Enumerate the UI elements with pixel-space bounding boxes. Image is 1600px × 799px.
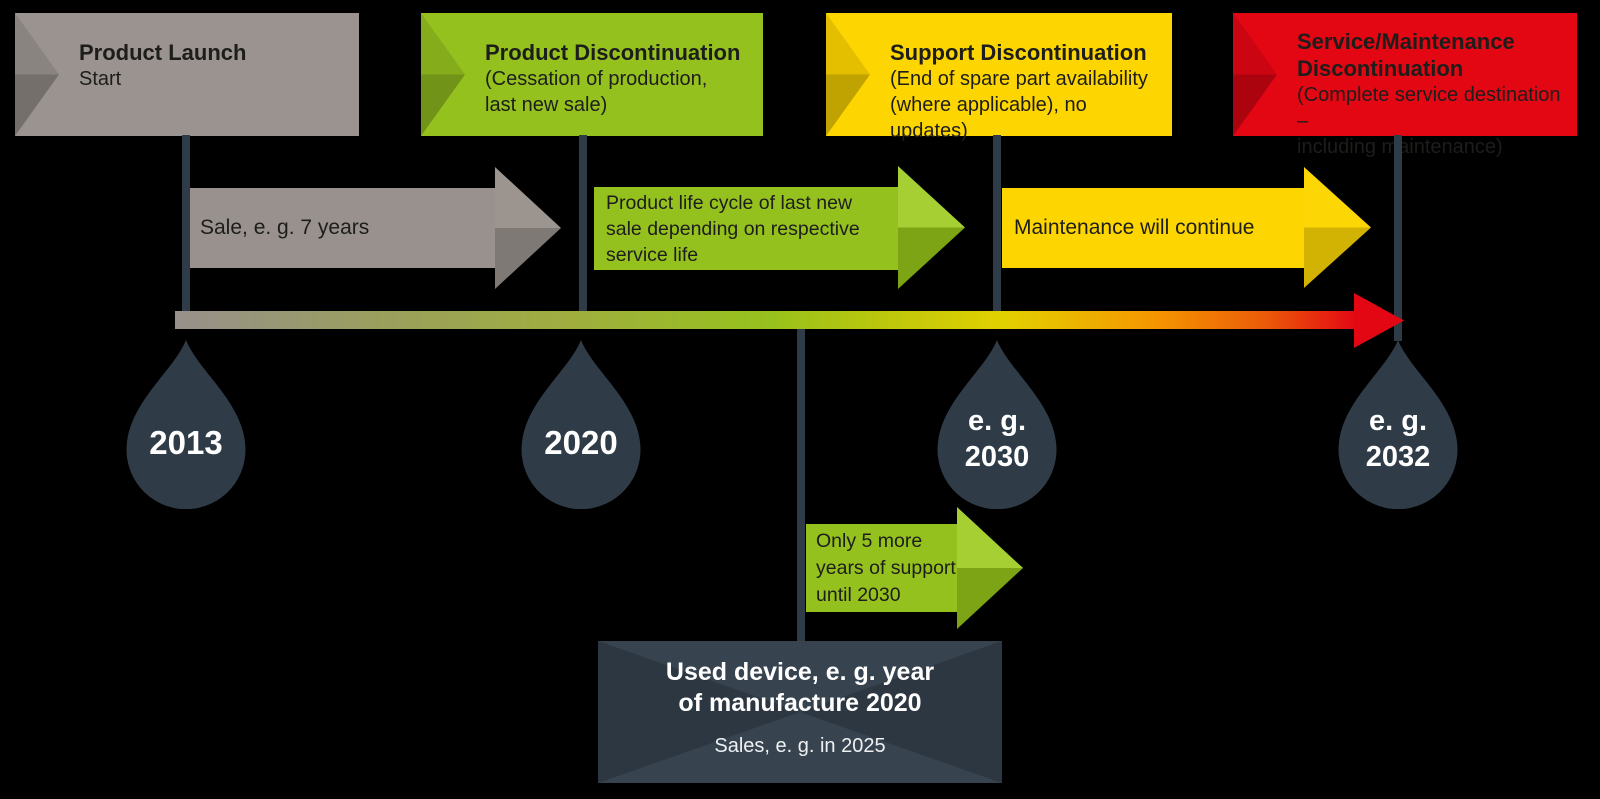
milestone-drop-2030: e. g. 2030: [927, 337, 1067, 510]
stage-subtitle: (Complete service destination – includin…: [1297, 84, 1561, 158]
milestone-prefix: e. g.: [967, 405, 1026, 437]
phase-arrow-label: Maintenance will continue: [1014, 216, 1255, 239]
timeline-arrow-head-icon: [1354, 293, 1404, 348]
stage-chevron-icon: [421, 13, 465, 136]
arrow-head-icon: [957, 507, 1023, 629]
milestone-drop-2020: 2020: [511, 337, 651, 510]
phase-arrow-used-device-support: Only 5 more years of support until 2030: [806, 524, 971, 612]
stage-title: Support Discontinuation: [890, 40, 1147, 65]
connector-line: [182, 135, 190, 316]
drop-icon: [1338, 340, 1458, 510]
phase-arrow-label: Product life cycle of last new sale depe…: [606, 191, 860, 266]
milestone-year: 2020: [544, 424, 618, 461]
phase-arrow-label: Sale, e. g. 7 years: [200, 216, 370, 239]
stage-subtitle: (End of spare part availability (where a…: [890, 68, 1148, 142]
arrow-head-icon: [495, 167, 561, 289]
stage-box-support-discontinuation: Support Discontinuation (End of spare pa…: [826, 13, 1172, 142]
stage-chevron-icon: [826, 13, 870, 136]
connector-line: [993, 135, 1001, 316]
stage-subtitle: (Cessation of production, last new sale): [485, 68, 708, 116]
phase-arrow-maintenance: Maintenance will continue: [1002, 188, 1316, 268]
arrow-head-icon: [1304, 167, 1371, 288]
connector-line: [797, 329, 805, 645]
stage-box-service-discontinuation: Service/Maintenance Discontinuation (Com…: [1233, 13, 1577, 158]
stage-title: Service/Maintenance Discontinuation: [1297, 29, 1515, 81]
envelope-pattern: [598, 641, 1002, 783]
milestone-drop-2032: e. g. 2032: [1328, 337, 1468, 510]
milestone-drop-2013: 2013: [116, 337, 256, 510]
timeline-gradient-bar: [175, 311, 1358, 329]
drop-icon: [126, 340, 246, 510]
stage-box-product-launch: Product Launch Start: [15, 13, 359, 136]
stage-title: Product Launch: [79, 40, 247, 65]
milestone-year: 2030: [964, 441, 1030, 473]
milestone-year: 2032: [1365, 441, 1431, 473]
phase-arrow-label: Only 5 more years of support until 2030: [816, 529, 956, 606]
milestone-prefix: e. g.: [1368, 405, 1427, 437]
used-device-subtitle: Sales, e. g. in 2025: [714, 735, 886, 757]
stage-subtitle: Start: [79, 68, 122, 90]
drop-icon: [937, 340, 1057, 510]
arrow-head-icon: [898, 166, 965, 289]
used-device-title: Used device, e. g. year of manufacture 2…: [665, 658, 935, 717]
milestone-year: 2013: [149, 424, 223, 461]
connector-line: [579, 135, 587, 316]
drop-icon: [521, 340, 641, 510]
used-device-box: Used device, e. g. year of manufacture 2…: [598, 641, 1002, 783]
stage-title: Product Discontinuation: [485, 40, 741, 65]
connector-line: [1394, 135, 1402, 341]
phase-arrow-sale: Sale, e. g. 7 years: [190, 188, 505, 268]
stage-box-product-discontinuation: Product Discontinuation (Cessation of pr…: [421, 13, 763, 136]
stage-chevron-icon: [1233, 13, 1277, 136]
stage-chevron-icon: [15, 13, 59, 136]
phase-arrow-product-lifecycle: Product life cycle of last new sale depe…: [594, 187, 910, 270]
